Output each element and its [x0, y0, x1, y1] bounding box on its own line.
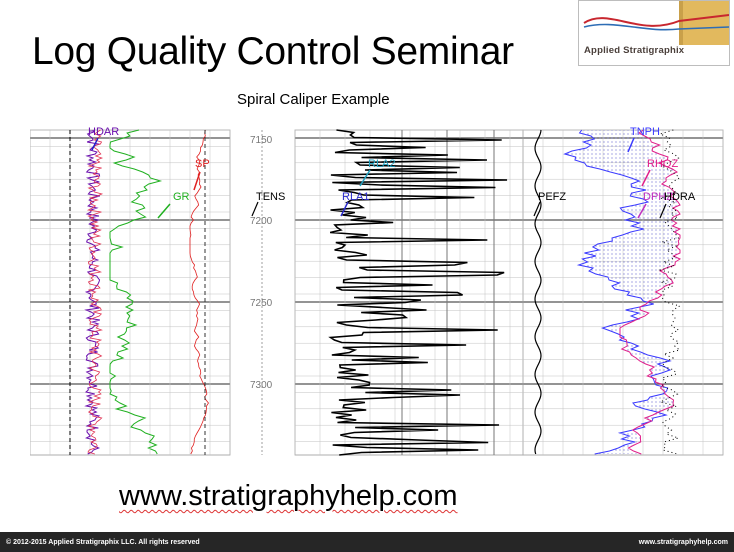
logo-graphic: [583, 1, 729, 45]
depth-track: 7150 7200 7250 7300: [250, 130, 273, 455]
label-sp: SP: [195, 158, 210, 170]
label-dphz: DPHZ: [643, 191, 673, 203]
label-hdar: HDAR: [88, 126, 119, 138]
hdar-curve: [84, 129, 101, 455]
website-url[interactable]: www.stratigraphyhelp.com: [119, 480, 458, 512]
label-tens: TENS: [256, 191, 285, 203]
label-pefz: PEFZ: [538, 191, 566, 203]
arrow-rhoz: [641, 169, 651, 187]
pefz-curve: [534, 129, 542, 455]
depth-label-7300: 7300: [250, 380, 273, 391]
label-gr: GR: [173, 191, 190, 203]
company-logo: Applied Stratigraphix: [578, 0, 730, 66]
logo-blue-curve: [583, 23, 729, 31]
arrow-tnph: [627, 137, 635, 153]
arrow-dphz: [637, 203, 647, 219]
rla-curve: [328, 129, 508, 456]
label-rhoz: RHOZ: [647, 158, 678, 170]
arrow-rla1: [340, 201, 349, 217]
logo-red-curve: [583, 14, 729, 27]
slide-subtitle: Spiral Caliper Example: [237, 91, 390, 108]
tnph-curve: [563, 129, 672, 455]
footer-website[interactable]: www.stratigraphyhelp.com: [638, 539, 728, 546]
arrow-hdra: [659, 203, 667, 219]
rhoz-curve: [619, 129, 682, 455]
well-log-display: 7150 7200 7250 7300 HDAR SP GR TENS RLA2…: [30, 126, 724, 456]
arrow-rla2: [359, 169, 371, 187]
footer-bar: © 2012-2015 Applied Stratigraphix LLC. A…: [0, 532, 734, 552]
arrow-hdar: [91, 137, 99, 151]
arrow-pefz: [533, 201, 541, 217]
bit-size-curve: [86, 129, 104, 455]
sp-curve: [189, 129, 209, 455]
curve-labels: HDAR SP GR TENS RLA2 RLA1 PEFZ TNPH RHOZ…: [88, 126, 696, 219]
depth-label-7150: 7150: [250, 135, 273, 146]
gr-curve: [109, 129, 163, 455]
label-rla2: RLA2: [368, 158, 396, 170]
logo-sand-edge: [679, 1, 683, 45]
arrow-sp: [193, 171, 201, 191]
porosity-crossover-fill: [564, 130, 680, 454]
label-hdra: HDRA: [664, 191, 696, 203]
slide-title: Log Quality Control Seminar: [32, 30, 514, 73]
footer-copyright: © 2012-2015 Applied Stratigraphix LLC. A…: [6, 539, 200, 546]
logo-sand-block: [679, 1, 729, 45]
label-rla1: RLA1: [342, 191, 370, 203]
depth-label-7250: 7250: [250, 298, 273, 309]
arrow-gr: [157, 203, 171, 219]
vertical-grid-lines: [30, 130, 724, 455]
arrow-tens: [251, 201, 259, 217]
logo-text: Applied Stratigraphix: [584, 45, 685, 56]
label-tnph: TNPH: [630, 126, 660, 138]
depth-label-7200: 7200: [250, 216, 273, 227]
